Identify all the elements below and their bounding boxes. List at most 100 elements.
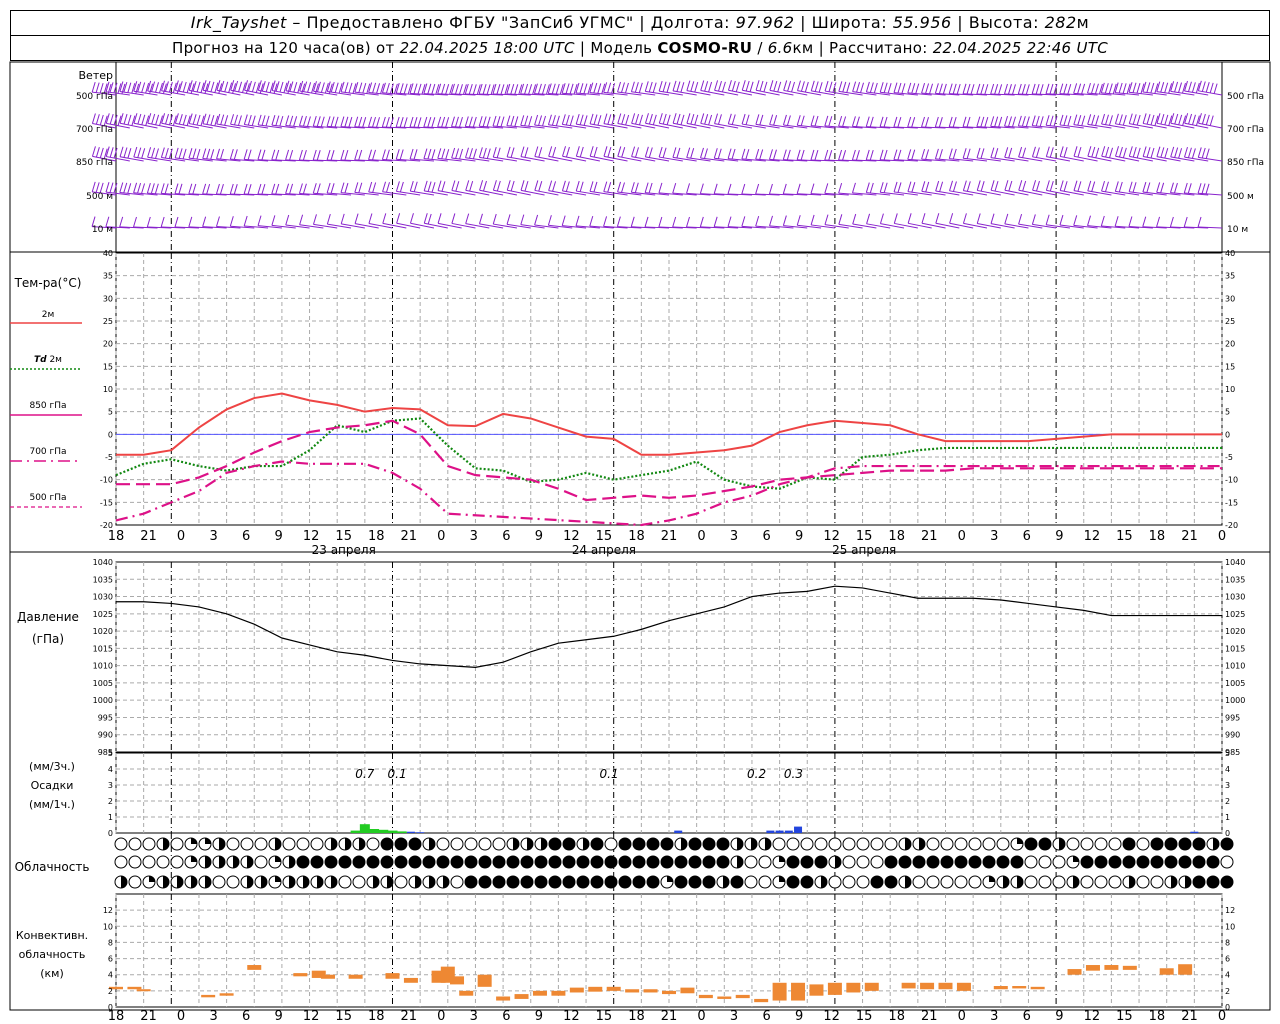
wind-barb xyxy=(354,149,379,162)
cloud-symbol xyxy=(114,855,128,869)
x-tick-label-bottom: 0 xyxy=(177,1009,185,1024)
barb-feather xyxy=(700,147,704,159)
barb-feather xyxy=(648,81,653,93)
wind-barb xyxy=(161,113,186,129)
barb-feather xyxy=(472,84,477,95)
barb-feather xyxy=(1063,115,1068,126)
wind-barb xyxy=(713,183,739,196)
barb-staff xyxy=(880,191,905,196)
cloud-symbol xyxy=(730,855,744,869)
barb-feather xyxy=(230,114,235,125)
cloud-circle xyxy=(1206,875,1220,889)
convective-bar xyxy=(809,984,824,996)
cloud-circle xyxy=(534,875,548,889)
cloud-quarter xyxy=(205,838,211,844)
convective-bar xyxy=(920,982,935,990)
wind-barb xyxy=(935,213,960,229)
wind-barb xyxy=(147,147,172,162)
barb-feather xyxy=(597,115,602,126)
cloud-circle xyxy=(1038,875,1052,889)
barb-feather xyxy=(186,82,191,93)
barb-feather xyxy=(1140,83,1145,94)
cloud-circle xyxy=(128,875,142,889)
barb-feather xyxy=(441,116,446,128)
wind-barb xyxy=(1073,215,1098,229)
barb-staff xyxy=(1115,155,1140,162)
barb-feather xyxy=(324,82,329,94)
wind-barb xyxy=(907,181,932,196)
y-tick-label-right: 6 xyxy=(1225,955,1230,964)
wind-barb xyxy=(713,216,739,229)
barb-feather xyxy=(796,215,801,226)
cloud-circle xyxy=(926,837,940,851)
barb-feather xyxy=(607,146,612,158)
cloud-symbol xyxy=(1038,837,1052,851)
barb-feather xyxy=(1201,113,1206,125)
barb-feather xyxy=(340,116,345,127)
barb-staff xyxy=(493,189,518,196)
barb-feather xyxy=(275,81,280,92)
cloud-symbol xyxy=(884,875,898,889)
wind-barb xyxy=(700,147,725,162)
barb-feather xyxy=(261,183,266,195)
cloud-symbol xyxy=(212,855,226,869)
barb-feather xyxy=(1087,146,1092,157)
cloud-half xyxy=(1017,876,1023,888)
barb-feather xyxy=(265,81,270,93)
wind-barb xyxy=(658,182,683,196)
cloud-circle xyxy=(758,855,772,869)
cloud-symbol xyxy=(716,837,730,851)
cloud-symbol xyxy=(646,837,660,851)
wind-barb xyxy=(686,113,711,129)
cloud-symbol xyxy=(996,855,1010,869)
cloud-symbol xyxy=(380,855,394,869)
barb-staff xyxy=(700,193,725,196)
barb-feather xyxy=(638,114,643,126)
cloud-circle xyxy=(394,855,408,869)
wind-barb xyxy=(948,116,974,129)
x-tick-label-temp: 6 xyxy=(762,529,770,544)
barb-feather xyxy=(994,180,999,192)
barb-feather xyxy=(1170,113,1175,124)
x-tick-label-temp: 21 xyxy=(140,529,157,544)
x-tick-label-bottom: 9 xyxy=(535,1009,543,1024)
wind-barb xyxy=(1073,83,1098,96)
cloud-symbol xyxy=(1206,875,1220,889)
barb-feather xyxy=(1073,114,1078,125)
barb-feather xyxy=(680,114,685,125)
y-tick-label: 40 xyxy=(103,249,113,258)
barb-feather xyxy=(1101,181,1106,192)
wind-barb xyxy=(962,83,987,96)
barb-feather xyxy=(141,148,146,159)
barb-feather xyxy=(192,114,197,125)
wind-barb xyxy=(810,80,835,96)
barb-feather xyxy=(824,115,829,127)
wind-barb xyxy=(617,113,642,129)
barb-staff xyxy=(880,159,905,162)
wind-barb xyxy=(990,180,1015,196)
wind-barb xyxy=(1128,82,1153,96)
precip-1h-bar xyxy=(775,830,784,833)
altitude-unit: м xyxy=(1076,13,1090,32)
cloud-circle xyxy=(1178,837,1192,851)
wind-barb xyxy=(340,149,365,162)
barb-feather xyxy=(451,180,456,191)
barb-feather xyxy=(95,182,100,193)
barb-feather xyxy=(680,82,685,93)
cloud-circle xyxy=(716,855,730,869)
barb-staff xyxy=(451,126,476,129)
barb-feather xyxy=(275,149,280,161)
barb-feather xyxy=(150,183,155,194)
barb-feather xyxy=(901,83,906,94)
wind-panel xyxy=(91,80,1223,229)
barb-feather xyxy=(534,114,539,126)
barb-feather xyxy=(548,180,553,191)
barb-feather xyxy=(1063,83,1068,94)
convective-bar xyxy=(136,989,151,992)
barb-feather xyxy=(1184,80,1188,92)
barb-feather xyxy=(255,82,260,93)
barb-feather xyxy=(151,147,156,159)
barb-feather xyxy=(658,113,663,124)
x-tick-label-bottom: 9 xyxy=(275,1009,283,1024)
cloud-half xyxy=(205,876,211,888)
